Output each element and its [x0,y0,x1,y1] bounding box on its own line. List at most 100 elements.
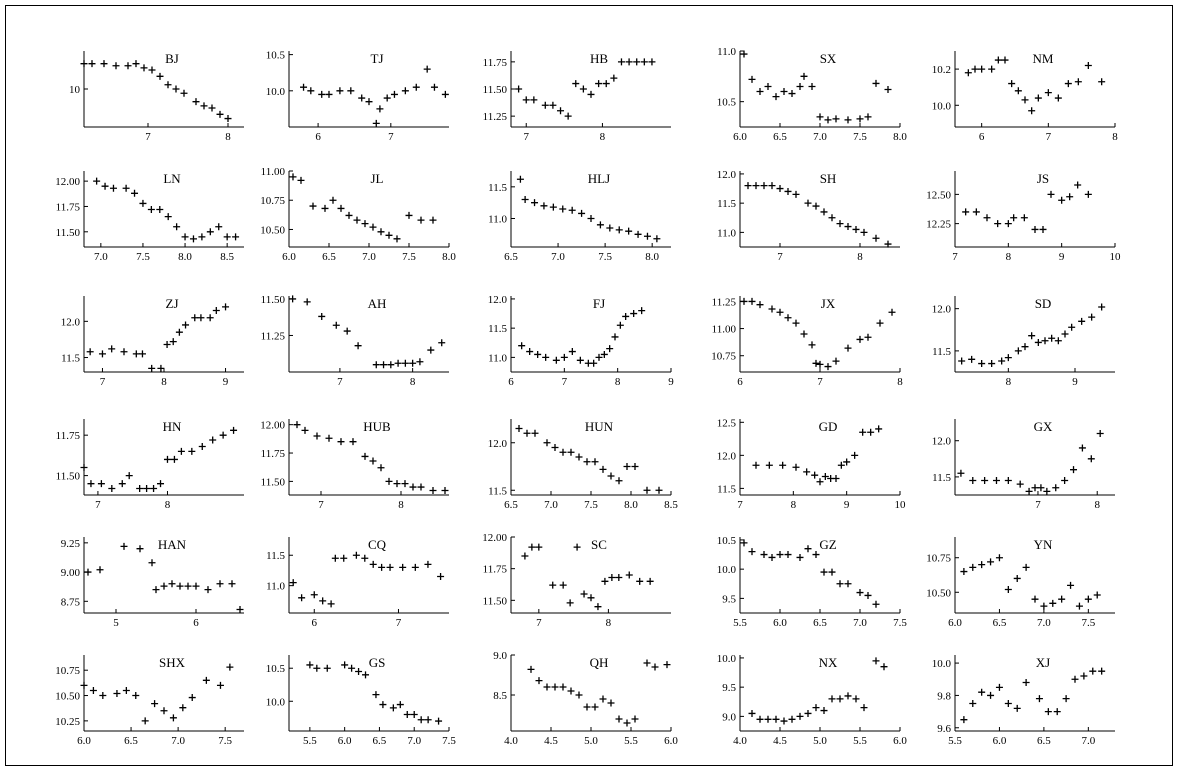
data-point [1004,586,1012,594]
data-point [1068,323,1076,331]
panel-title: GD [819,419,838,434]
data-point [968,355,976,363]
y-tick-label: 11.75 [483,57,508,69]
data-point [876,319,884,327]
x-tick-label: 7 [318,499,324,511]
data-point [844,223,852,231]
data-point [325,434,333,442]
y-tick-label: 9.5 [722,593,736,605]
data-point [430,83,438,91]
y-tick-label: 9.00 [61,567,81,579]
data-point [601,577,609,585]
data-point [576,356,584,364]
data-point [779,461,787,469]
x-tick-label: 6 [312,617,318,629]
data-point [197,314,205,322]
data-point [1071,675,1079,683]
data-point [209,436,217,444]
data-point [643,232,651,240]
x-tick-label: 7 [1035,499,1041,511]
panel-title: BJ [165,51,179,66]
data-point [148,559,156,567]
data-point [804,545,812,553]
y-tick-label: 10 [69,84,81,96]
panel-title: AH [368,296,387,311]
x-tick-label: 6.0 [773,617,787,629]
data-point [358,94,366,102]
data-point [313,432,321,440]
data-point [1040,602,1048,610]
data-point [566,599,574,607]
data-point [139,199,147,207]
data-point [557,107,565,115]
y-tick-label: 11.50 [261,476,286,488]
y-tick-label: 10.0 [932,658,952,670]
data-point [1022,563,1030,571]
data-point [864,591,872,599]
y-tick-label: 12.25 [926,219,951,231]
data-point [412,83,420,91]
data-point [401,87,409,95]
x-tick-label: 7.5 [402,251,416,263]
data-point [780,88,788,96]
data-point [772,715,780,723]
y-tick-label: 11.25 [712,296,737,308]
data-point [812,704,820,712]
chart-panel-qh: 4.0 4.5 5.0 5.5 6.0 8.5 9.0 QH [493,650,678,747]
data-point [573,543,581,551]
x-tick-label: 7 [396,617,402,629]
y-tick-label: 12.0 [488,294,508,306]
data-point [748,297,756,305]
data-point [540,202,548,210]
data-point [1053,708,1061,716]
data-point [147,206,155,214]
data-point [534,350,542,358]
data-point [143,485,151,493]
data-point [96,566,104,574]
data-point [228,580,236,588]
x-tick-label: 6.5 [813,617,827,629]
chart-panel-gd: 7 8 9 10 11.5 12.0 12.5 GD [717,417,906,511]
data-point [606,224,614,232]
data-point [163,340,171,348]
data-point [872,234,880,242]
x-tick-label: 6.0 [664,735,678,747]
data-point [327,600,335,608]
data-point [552,356,560,364]
data-point [633,58,641,66]
data-point [141,717,149,725]
x-tick-label: 8 [1094,499,1100,511]
data-point [84,568,92,576]
x-tick-label: 8 [1006,376,1012,388]
data-point [372,361,380,369]
data-point [748,709,756,717]
data-point [189,235,197,243]
data-point [760,551,768,559]
y-tick-label: 12.0 [932,304,952,316]
data-point [1025,487,1033,495]
data-point [361,452,369,460]
y-tick-label: 10.5 [266,663,286,675]
data-point [1080,672,1088,680]
data-point [564,112,572,120]
panel-title: SX [820,51,837,66]
data-point [623,719,631,727]
data-point [389,704,397,712]
chart-panel-jx: 6 7 8 10.75 11.00 11.25 JX [711,296,903,388]
data-point [978,561,986,569]
data-point [372,119,380,127]
x-tick-label: 6.5 [993,617,1007,629]
data-point [844,580,852,588]
data-point [87,480,95,488]
x-tick-label: 4.5 [544,735,558,747]
data-point [88,60,96,68]
data-point [120,348,128,356]
data-point [1070,466,1078,474]
data-point [631,715,639,723]
data-point [559,205,567,213]
data-point [634,230,642,238]
data-point [1074,181,1082,189]
data-point [543,683,551,691]
data-point [812,551,820,559]
y-tick-label: 12.0 [932,436,952,448]
